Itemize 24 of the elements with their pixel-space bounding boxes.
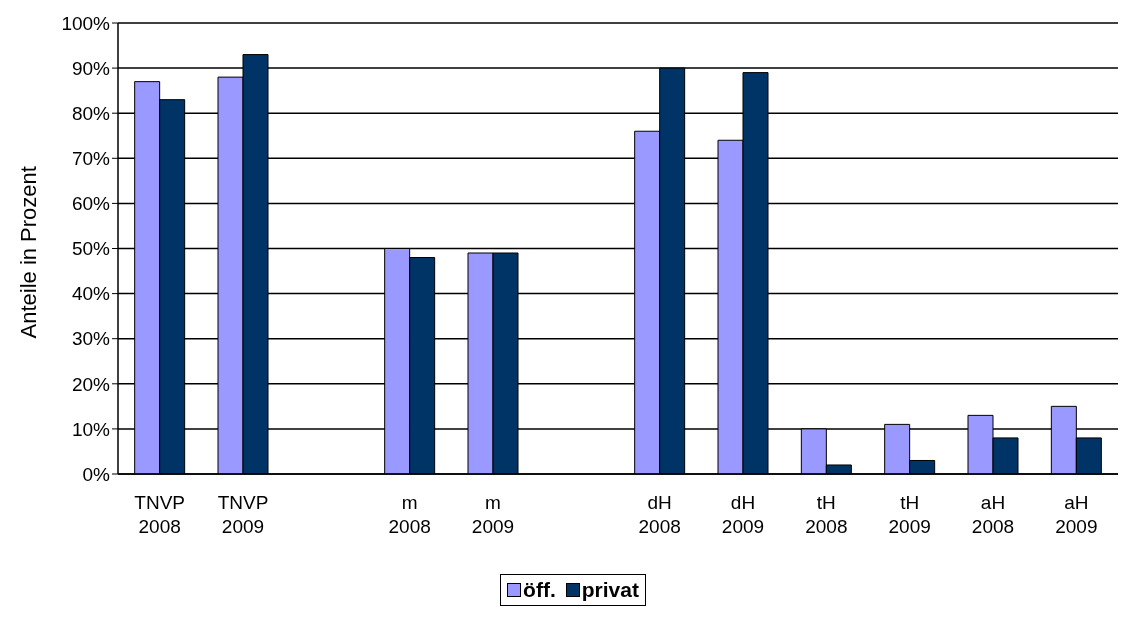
x-tick-label: dH 2009 [721, 492, 765, 537]
y-tick-label: 30% [71, 328, 111, 350]
y-tick-label: 50% [71, 238, 111, 260]
x-tick-label: m 2008 [388, 492, 431, 537]
y-axis-title: Anteile in Prozent [15, 166, 41, 339]
y-tick-label: 0% [82, 463, 111, 485]
x-tick-label: m 2009 [471, 492, 515, 537]
x-tick-label: TNVP 2008 [134, 492, 186, 537]
legend-label: öff. [522, 578, 556, 602]
x-tick-label: aH 2009 [1055, 492, 1098, 537]
y-tick-label: 40% [71, 283, 111, 305]
legend-label: privat [580, 578, 639, 602]
y-tick-label: 20% [71, 373, 111, 395]
x-tick-label: TNVP 2009 [217, 492, 269, 537]
y-tick-label: 100% [61, 12, 111, 34]
x-tick-label: dH 2008 [638, 492, 681, 537]
y-tick-label: 10% [71, 418, 111, 440]
y-tick-label: 90% [71, 57, 111, 79]
y-tick-label: 70% [71, 148, 111, 170]
y-tick-label: 80% [71, 102, 111, 124]
x-tick-label: tH 2008 [805, 492, 848, 537]
x-tick-label: aH 2008 [971, 492, 1015, 537]
x-tick-label: tH 2009 [888, 492, 931, 537]
y-tick-label: 60% [71, 193, 111, 215]
